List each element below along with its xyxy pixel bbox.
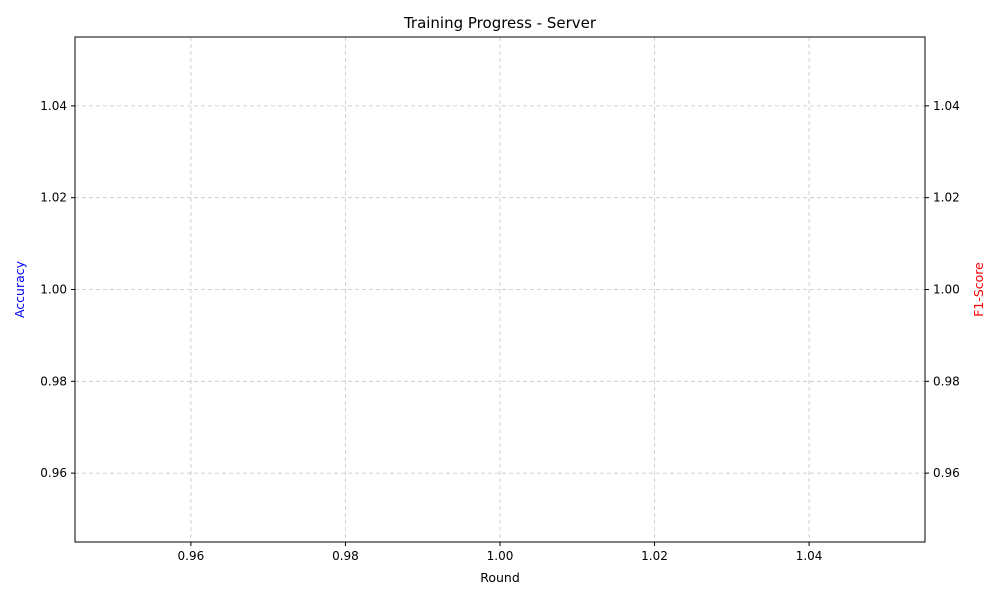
x-tick-label: 1.02 [641,549,668,563]
right-y-tick-label: 1.04 [933,99,960,113]
right-y-axis-label: F1-Score [971,262,986,317]
left-y-tick-label: 0.96 [40,466,67,480]
right-y-tick-label: 1.00 [933,283,960,297]
left-y-tick-label: 1.02 [40,191,67,205]
x-tick-label: 1.04 [796,549,823,563]
x-axis-label: Round [480,570,520,585]
x-axis-ticks: 0.96 0.98 1.00 1.02 1.04 [178,542,823,563]
left-y-tick-label: 1.04 [40,99,67,113]
left-y-axis-label: Accuracy [12,260,27,318]
right-y-tick-label: 0.96 [933,466,960,480]
chart-title: Training Progress - Server [403,14,597,32]
right-y-tick-label: 1.02 [933,191,960,205]
x-tick-label: 1.00 [487,549,514,563]
left-y-tick-label: 1.00 [40,283,67,297]
left-y-tick-label: 0.98 [40,374,67,388]
grid-lines [75,37,925,542]
x-tick-label: 0.98 [332,549,359,563]
right-y-axis-ticks: 0.96 0.98 1.00 1.02 1.04 [925,99,960,480]
right-y-tick-label: 0.98 [933,374,960,388]
x-tick-label: 0.96 [178,549,205,563]
left-y-axis-ticks: 0.96 0.98 1.00 1.02 1.04 [40,99,75,480]
